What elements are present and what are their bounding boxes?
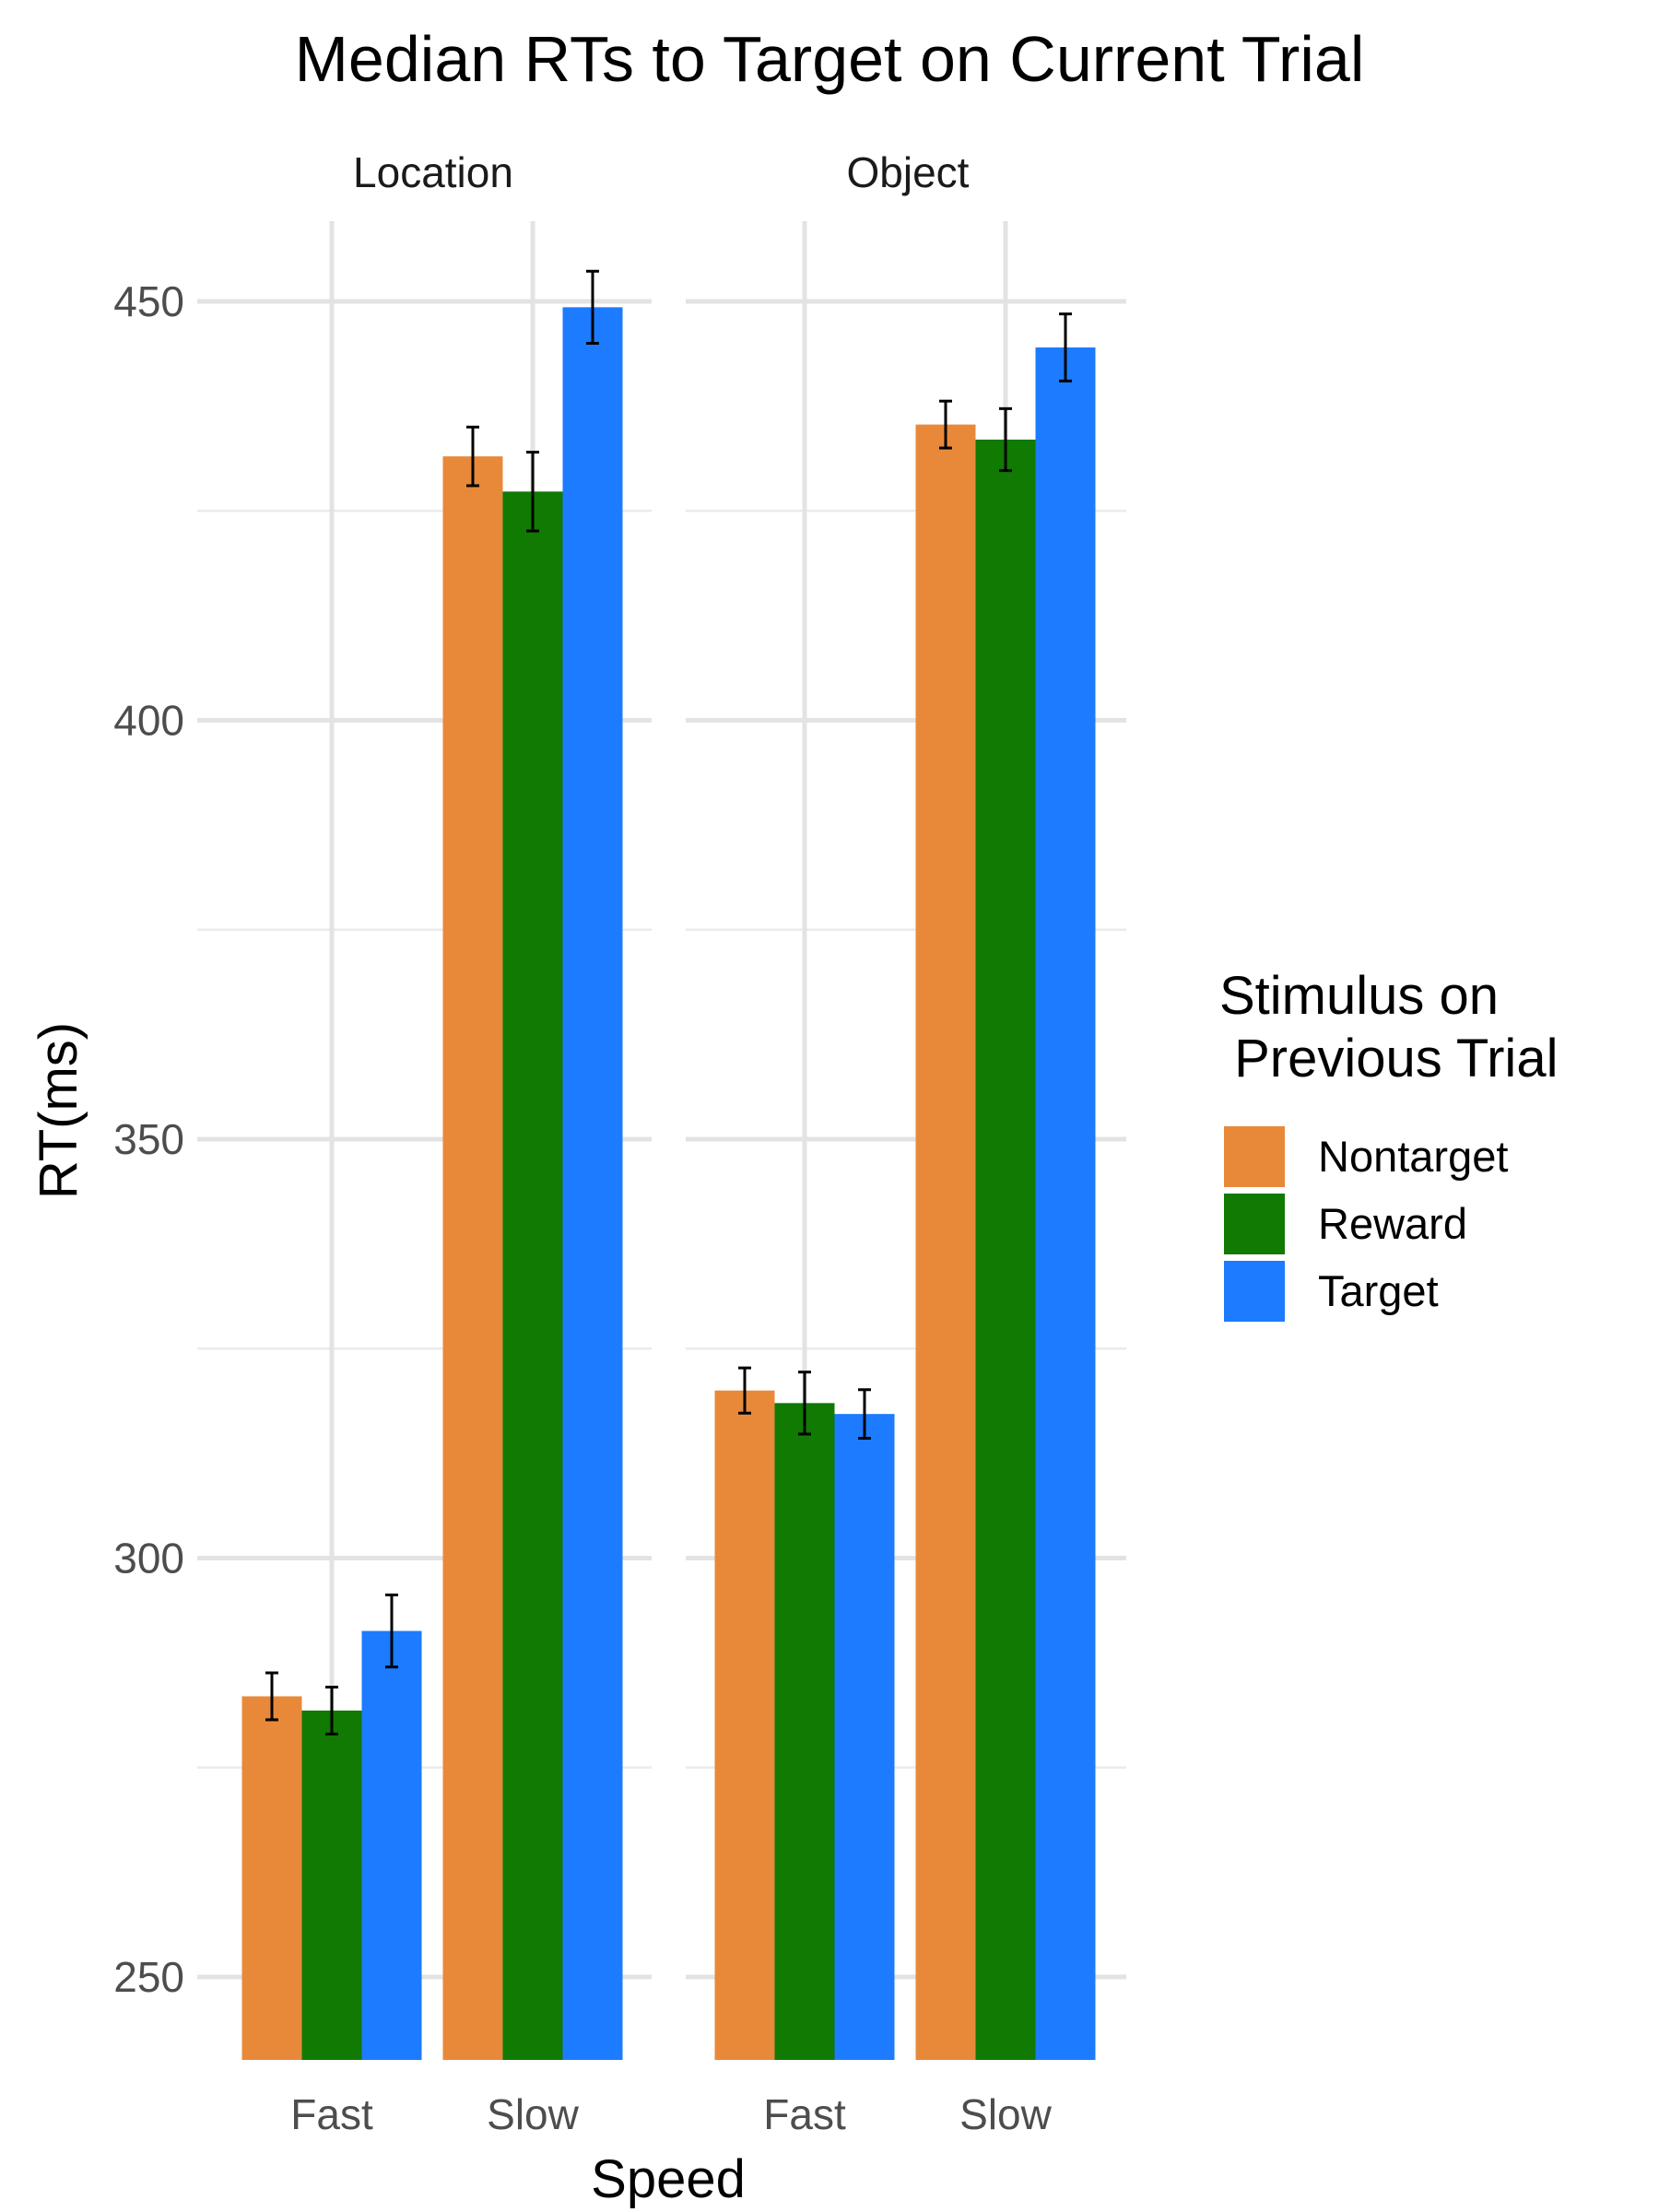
bar-location-slow-nontarget	[442, 456, 503, 2060]
y-tick-label: 400	[113, 697, 184, 745]
legend-item-nontarget: Nontarget	[1224, 1126, 1508, 1187]
bars	[241, 307, 623, 2060]
legend-item-reward: Reward	[1224, 1194, 1467, 1254]
error-bar	[798, 1371, 811, 1436]
y-tick-label: 350	[113, 1115, 184, 1163]
bar-location-fast-reward	[301, 1710, 362, 2060]
bar-object-slow-nontarget	[915, 424, 976, 2060]
error-bar	[466, 425, 479, 488]
x-tick-labels: Fast Slow	[763, 2090, 1052, 2138]
error-bar	[738, 1366, 751, 1415]
legend-swatch	[1224, 1194, 1285, 1254]
facet-location: Location Fast Slow	[197, 148, 652, 2138]
legend-title-line-1: Stimulus on	[1219, 966, 1499, 1026]
bar-location-slow-reward	[502, 491, 563, 2060]
facet-object: Object Fast Slow	[686, 148, 1126, 2138]
x-tick-label: Fast	[763, 2090, 846, 2138]
bar-location-fast-nontarget	[241, 1696, 302, 2060]
legend-items: Nontarget Reward Target	[1224, 1126, 1508, 1322]
bar-object-slow-target	[1035, 347, 1096, 2060]
legend-swatch	[1224, 1126, 1285, 1187]
error-bar	[586, 269, 599, 345]
facet-label-object: Object	[847, 148, 970, 196]
error-bar	[265, 1671, 278, 1722]
bar-object-fast-reward	[774, 1403, 835, 2060]
x-tick-label: Slow	[959, 2090, 1052, 2138]
x-tick-label: Fast	[290, 2090, 373, 2138]
chart-title: Median RTs to Target on Current Trial	[295, 23, 1365, 95]
error-bars	[738, 312, 1072, 1441]
y-axis-title: RT(ms)	[29, 1022, 88, 1199]
facet-label-location: Location	[353, 148, 513, 196]
error-bar	[858, 1388, 871, 1441]
x-axis-title: Speed	[591, 2149, 746, 2209]
legend-label: Nontarget	[1318, 1132, 1508, 1181]
legend-title-line-2: Previous Trial	[1219, 1029, 1558, 1088]
error-bars	[265, 269, 599, 1735]
y-tick-label: 450	[113, 277, 184, 325]
bar-object-slow-reward	[975, 439, 1036, 2060]
error-bar	[1059, 312, 1072, 382]
legend: Stimulus on Previous Trial Nontarget Rewa…	[1219, 966, 1558, 1322]
error-bar	[325, 1685, 338, 1735]
error-bar	[526, 451, 539, 533]
bar-location-fast-target	[361, 1630, 422, 2060]
bar-object-fast-nontarget	[714, 1390, 775, 2060]
x-tick-label: Slow	[487, 2090, 579, 2138]
bar-location-slow-target	[562, 307, 623, 2060]
y-tick-label: 300	[113, 1535, 184, 1583]
x-tick-labels: Fast Slow	[290, 2090, 579, 2138]
legend-item-target: Target	[1224, 1261, 1439, 1322]
legend-label: Target	[1318, 1266, 1439, 1315]
error-bar	[999, 406, 1012, 473]
bars	[714, 347, 1096, 2060]
y-tick-labels: 250 300 350 400 450	[113, 277, 184, 2001]
bar-object-fast-target	[834, 1414, 895, 2060]
error-bar	[385, 1593, 398, 1669]
error-bar	[939, 399, 952, 450]
legend-label: Reward	[1318, 1199, 1467, 1248]
y-tick-label: 250	[113, 1953, 184, 2001]
legend-swatch	[1224, 1261, 1285, 1322]
